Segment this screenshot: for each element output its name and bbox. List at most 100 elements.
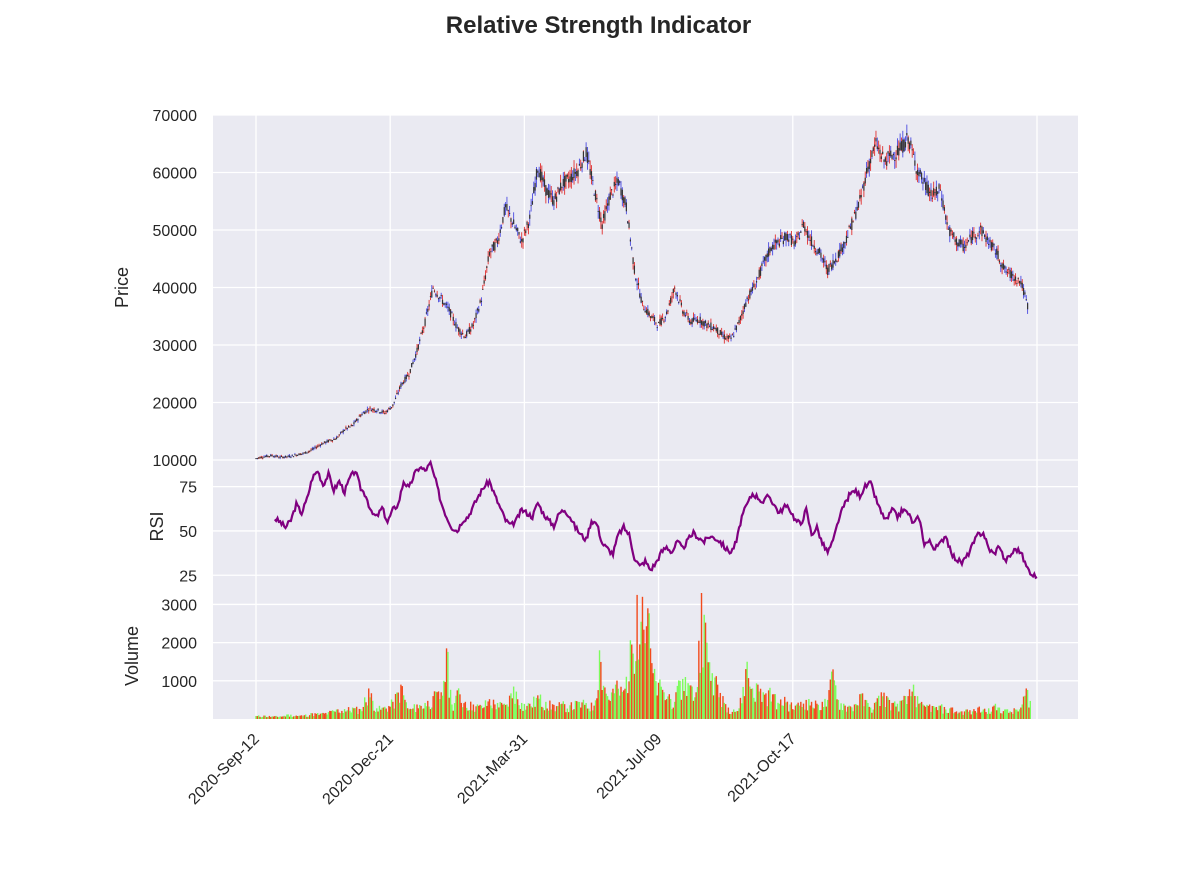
volume-bar (299, 715, 301, 719)
price-candle (301, 453, 303, 455)
volume-bar (981, 711, 983, 719)
volume-bar (715, 676, 717, 719)
price-candle (755, 281, 758, 283)
volume-bar (306, 716, 308, 719)
volume-bar (425, 706, 428, 719)
price-candle (325, 441, 327, 444)
price-candle (510, 218, 512, 222)
volume-bar (553, 704, 555, 719)
volume-bar (392, 701, 394, 719)
volume-bar (443, 680, 445, 719)
volume-bar (589, 711, 591, 719)
price-candle (788, 239, 790, 242)
price-candle (778, 243, 780, 247)
volume-bar (535, 697, 538, 719)
volume-bar (609, 700, 611, 719)
volume-bar (542, 707, 544, 719)
price-candle (821, 258, 823, 260)
volume-bar (417, 708, 420, 719)
price-candle (868, 161, 870, 170)
price-candle (569, 176, 571, 182)
volume-bar (934, 707, 936, 719)
price-candle (350, 424, 352, 426)
volume-bar (414, 711, 417, 719)
price-candle (266, 454, 268, 457)
volume-bar (347, 707, 350, 719)
volume-bar (604, 687, 606, 719)
price-candle (514, 226, 516, 229)
price-candle (828, 264, 830, 272)
volume-bar (684, 677, 687, 719)
price-candle (1024, 292, 1026, 295)
volume-bar (421, 708, 424, 719)
price-candle (907, 137, 909, 144)
volume-bar (734, 711, 736, 719)
price-candle (386, 410, 389, 413)
volume-bar (531, 707, 534, 719)
price-candle (515, 228, 517, 231)
volume-bar (290, 714, 292, 719)
price-axis-label: Price (112, 267, 132, 308)
price-candle (832, 259, 834, 268)
price-candle (663, 320, 665, 322)
volume-bar (707, 662, 709, 719)
price-candle (554, 193, 556, 199)
price-candle (534, 182, 536, 191)
price-candle (492, 242, 495, 251)
price-candle (542, 177, 544, 182)
price-candle (863, 182, 865, 191)
volume-bar (694, 697, 696, 719)
price-candle (714, 327, 716, 330)
volume-bar (1008, 712, 1010, 719)
volume-bar (627, 693, 629, 719)
volume-bar (714, 677, 716, 719)
volume-bar (468, 710, 471, 719)
price-candle (664, 317, 666, 319)
volume-bar (311, 713, 314, 719)
price-candle (768, 248, 770, 257)
price-candle (845, 235, 848, 243)
volume-bar (573, 709, 575, 719)
volume-bar (641, 596, 644, 719)
price-candle (722, 335, 724, 337)
volume-bar (1002, 711, 1005, 719)
price-candle (884, 157, 886, 162)
volume-axis-label: Volume (122, 626, 142, 686)
rsi-line (273, 459, 1038, 580)
volume-bar (817, 704, 819, 719)
price-candle (695, 319, 697, 322)
volume-bar (487, 701, 489, 719)
price-candle (959, 239, 962, 245)
price-candle (467, 329, 469, 332)
volume-bar (557, 706, 559, 719)
price-candle (737, 322, 739, 324)
price-candle (870, 158, 872, 164)
price-candle (343, 430, 346, 432)
price-candle (606, 203, 609, 206)
volume-bar (491, 708, 493, 719)
price-candle (978, 231, 980, 233)
volume-bar (1029, 700, 1031, 719)
price-candle (660, 317, 662, 325)
volume-bar (696, 686, 699, 719)
price-candle (808, 235, 810, 238)
price-candle (852, 221, 854, 223)
price-candle (730, 337, 732, 340)
volume-bar (786, 701, 789, 719)
volume-bar (868, 706, 870, 719)
rsi-axis-label: RSI (147, 511, 167, 541)
price-candle (539, 169, 542, 181)
price-candle (814, 251, 817, 253)
volume-bar (812, 707, 814, 719)
volume-bar (994, 703, 997, 719)
volume-bar (663, 692, 665, 719)
volume-bar (457, 688, 460, 719)
price-candle (679, 299, 681, 302)
volume-bar (943, 706, 946, 719)
price-candle (562, 178, 564, 187)
price-candle (981, 226, 983, 237)
price-candle (303, 452, 305, 454)
volume-bar (931, 705, 934, 719)
price-candle (419, 339, 421, 342)
volume-bar (966, 709, 968, 719)
